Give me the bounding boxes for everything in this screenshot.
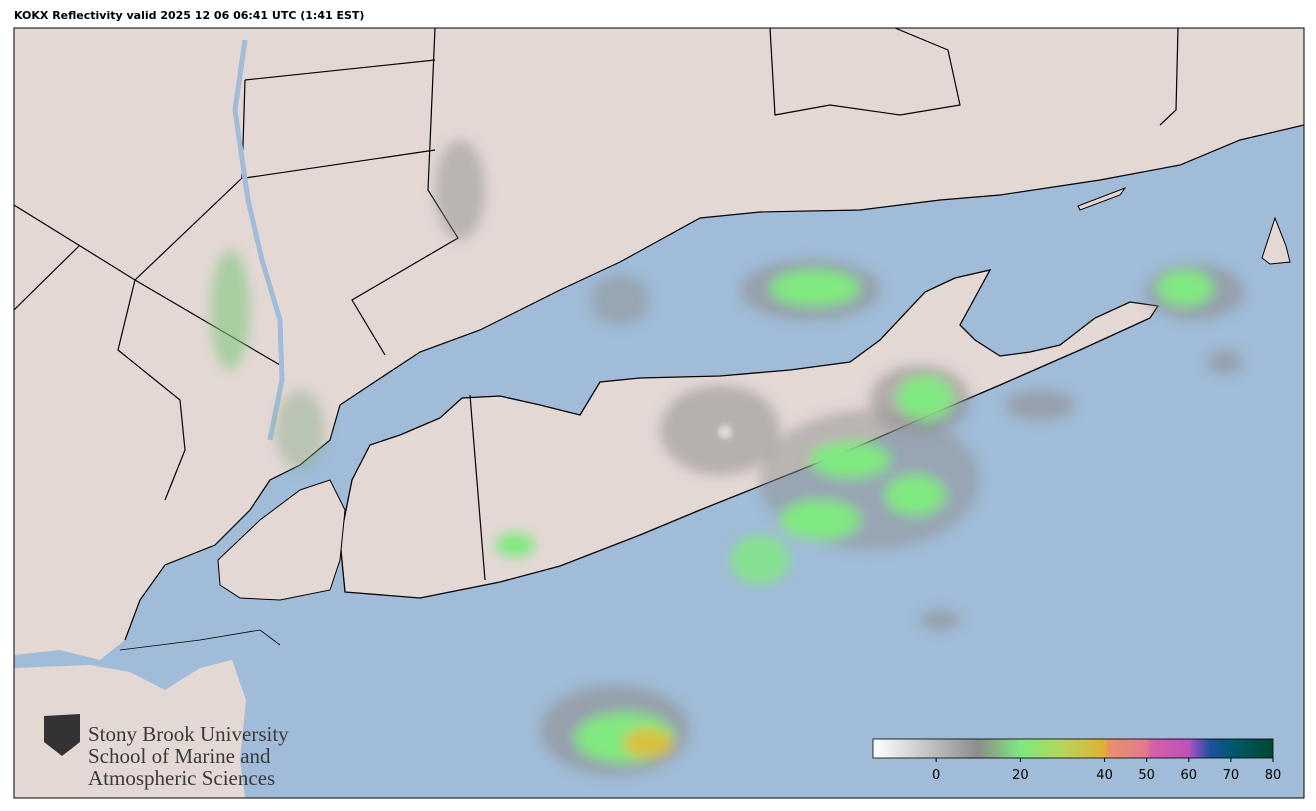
radar-echoes (210, 140, 1245, 775)
state-border (14, 204, 186, 501)
colorbar: 0 20 40 50 60 70 80 (872, 738, 1282, 783)
state-border (134, 59, 436, 366)
colorbar-tick-label: 50 (1138, 768, 1155, 783)
colorbar-tick-label: 60 (1181, 768, 1198, 783)
manhattan-area (217, 479, 346, 601)
map-title: KOKX Reflectivity valid 2025 12 06 06:41… (14, 9, 364, 22)
colorbar-tick-label: 0 (932, 768, 940, 783)
fishers-island (1077, 186, 1127, 211)
block-island (1261, 216, 1291, 265)
state-border (769, 28, 1179, 126)
map-frame (13, 27, 1305, 799)
logo-line: Atmospheric Sciences (88, 766, 275, 790)
colorbar-bar (872, 738, 1274, 759)
logo-line: School of Marine and (88, 744, 271, 768)
coastline (124, 124, 1304, 641)
river (232, 39, 285, 441)
mainland (14, 28, 1304, 660)
colorbar-tick-label: 40 (1096, 768, 1113, 783)
logo-shield (44, 714, 80, 756)
logo: Stony Brook University School of Marine … (44, 714, 289, 790)
logo-line: Stony Brook University (88, 722, 289, 746)
map (14, 28, 1304, 798)
county-border (469, 394, 486, 581)
colorbar-tick-label: 80 (1265, 768, 1282, 783)
radar-site (718, 425, 732, 439)
colorbar-tick-label: 70 (1223, 768, 1240, 783)
colorbar-tick-label: 20 (1012, 768, 1029, 783)
new-jersey-south (14, 660, 246, 798)
channel (119, 629, 281, 651)
